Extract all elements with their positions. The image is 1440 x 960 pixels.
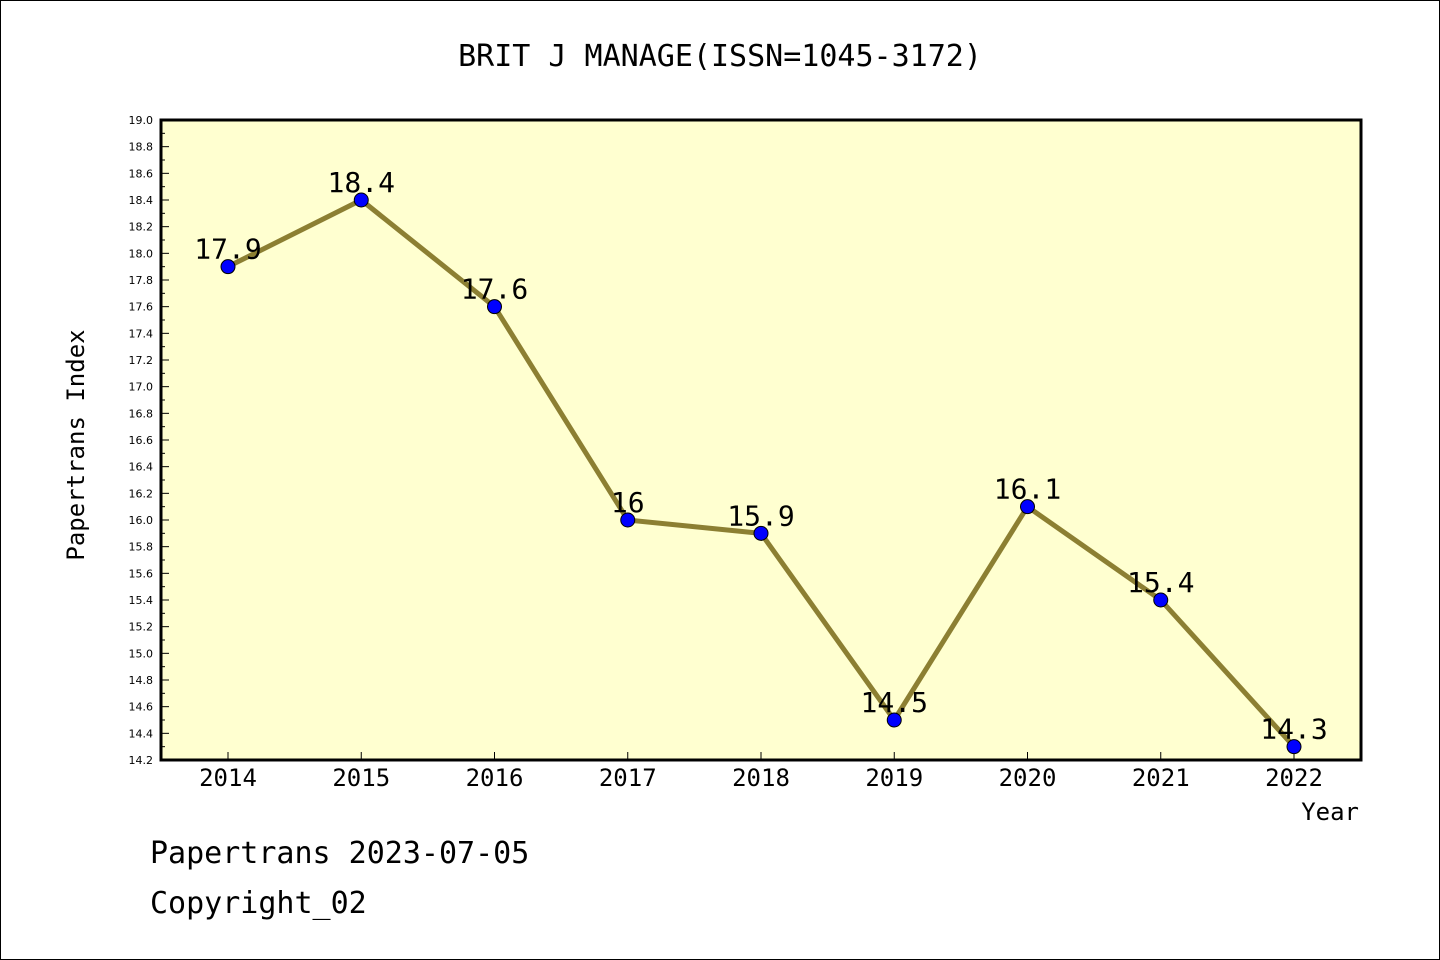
x-axis-label: Year [1301, 798, 1359, 826]
y-tick-label: 14.6 [129, 701, 154, 714]
data-label: 14.5 [861, 686, 928, 719]
y-tick-label: 17.8 [129, 274, 154, 287]
y-tick-label: 14.4 [129, 727, 154, 740]
y-tick-label: 17.4 [129, 327, 154, 340]
x-tick-label: 2021 [1132, 764, 1190, 792]
data-label: 16 [611, 486, 645, 519]
y-tick-label: 16.4 [129, 461, 154, 474]
x-tick-label: 2020 [999, 764, 1057, 792]
y-tick-label: 19.0 [129, 114, 154, 127]
data-point [1020, 499, 1035, 515]
y-tick-label: 18.2 [129, 221, 154, 234]
data-point [886, 712, 902, 728]
data-label: 17.6 [461, 273, 528, 306]
y-tick-label: 14.8 [129, 674, 154, 687]
data-point [1153, 592, 1169, 608]
y-tick-label: 18.0 [129, 247, 154, 260]
y-axis: 14.2 14.4 14.6 14.8 15.0 15.2 15.4 15.6 15.8 16.0… [129, 114, 169, 767]
chart-title: BRIT J MANAGE(ISSN=1045-3172) [458, 39, 982, 74]
y-tick-label: 16.8 [129, 407, 154, 420]
y-tick-label: 17.2 [129, 354, 154, 367]
data-point [620, 512, 636, 528]
x-tick-label: 2022 [1265, 764, 1323, 792]
y-tick-label: 15.2 [129, 621, 154, 634]
data-label: 18.4 [328, 166, 395, 199]
data-labels: 17.9 18.4 17.6 16 15.9 14.5 16.1 15.4 14.3 [194, 166, 1327, 746]
y-tick-label: 15.4 [129, 594, 154, 607]
data-point [353, 192, 369, 208]
data-point [487, 299, 502, 315]
data-label: 15.9 [727, 499, 794, 532]
x-axis: 2014 2015 2016 2017 2018 2019 2020 2021 2022 [199, 752, 1323, 792]
y-tick-label: 15.8 [129, 541, 154, 554]
x-tick-label: 2018 [732, 764, 790, 792]
data-label: 15.4 [1127, 566, 1194, 599]
x-tick-label: 2019 [865, 764, 923, 792]
y-tick-label: 18.8 [129, 141, 154, 154]
y-tick-label: 18.6 [129, 167, 154, 180]
x-tick-label: 2017 [599, 764, 657, 792]
data-points [220, 192, 1302, 755]
data-label: 14.3 [1260, 713, 1327, 746]
y-tick-label: 18.4 [129, 194, 154, 207]
y-axis-label: Papertrans Index [62, 329, 90, 560]
data-label: 16.1 [994, 473, 1061, 506]
x-tick-label: 2016 [466, 764, 524, 792]
y-tick-label: 16.2 [129, 487, 154, 500]
plot-area [159, 118, 1363, 762]
y-tick-label: 16.6 [129, 434, 154, 447]
y-tick-label: 15.6 [129, 567, 154, 580]
y-tick-label: 16.0 [129, 514, 154, 527]
y-tick-label: 14.2 [129, 754, 154, 767]
footer-date: Papertrans 2023-07-05 [150, 836, 530, 871]
y-tick-label: 17.6 [129, 301, 154, 314]
x-tick-label: 2014 [199, 764, 257, 792]
y-tick-label: 17.0 [129, 381, 154, 394]
y-tick-label: 15.0 [129, 647, 154, 660]
data-point [1286, 739, 1302, 755]
footer-copyright: Copyright_02 [150, 886, 367, 921]
data-point [753, 525, 769, 541]
data-point [220, 259, 236, 275]
x-tick-label: 2015 [332, 764, 390, 792]
data-label: 17.9 [194, 233, 261, 266]
